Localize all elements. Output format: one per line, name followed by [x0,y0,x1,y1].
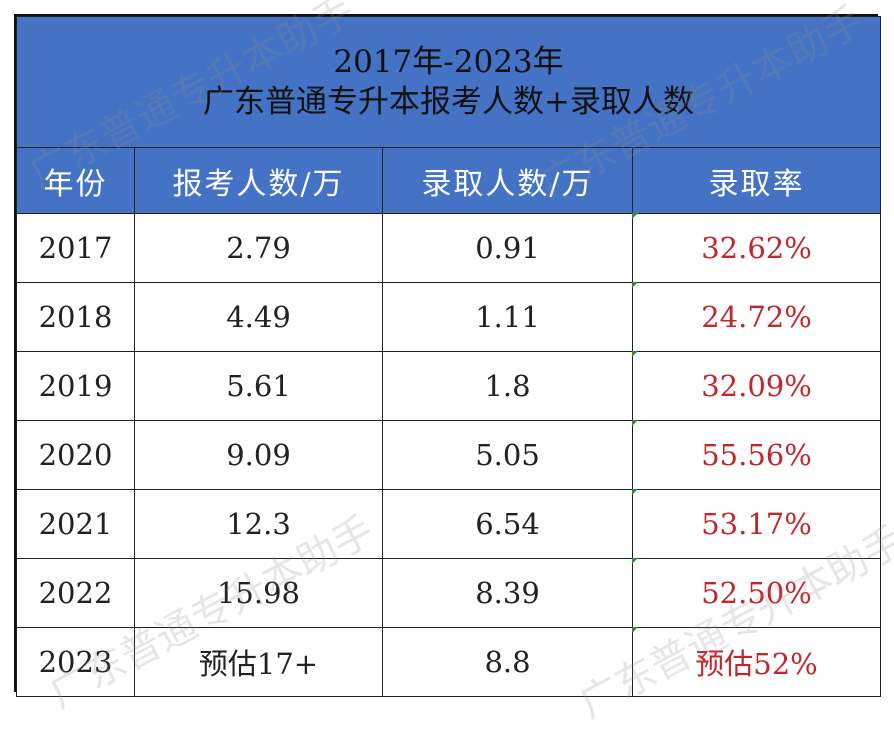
cell-rate: 32.62% [631,213,882,283]
cell-rate: 24.72% [631,282,882,352]
cell-year: 2022 [16,558,135,628]
admission-table-container: 2017年-2023年 广东普通专升本报考人数+录取人数 年份 报考人数/万 录… [14,14,882,697]
table-row: 2019 5.61 1.8 32.09% [16,351,882,421]
cell-admitted: 1.8 [382,351,633,421]
title-line-1: 2017年-2023年 [333,44,564,80]
header-year: 年份 [16,147,135,214]
cell-year: 2023 [16,627,135,697]
header-rate: 录取率 [631,147,882,214]
cell-applicants: 4.49 [134,282,383,352]
cell-rate: 32.09% [631,351,882,421]
cell-applicants: 预估17+ [134,627,383,697]
table-header-row: 年份 报考人数/万 录取人数/万 录取率 [16,147,882,214]
table-row: 2018 4.49 1.11 24.72% [16,282,882,352]
table-row: 2022 15.98 8.39 52.50% [16,558,882,628]
cell-rate: 53.17% [631,489,882,559]
admission-table: 2017年-2023年 广东普通专升本报考人数+录取人数 年份 报考人数/万 录… [15,16,882,697]
cell-applicants: 12.3 [134,489,383,559]
table-row: 2023 预估17+ 8.8 预估52% [16,627,882,697]
cell-year: 2021 [16,489,135,559]
cell-admitted: 8.8 [382,627,633,697]
cell-admitted: 8.39 [382,558,633,628]
title-line-2: 广东普通专升本报考人数+录取人数 [203,84,695,120]
header-admitted: 录取人数/万 [382,147,633,214]
cell-rate: 预估52% [631,627,882,697]
cell-rate: 55.56% [631,420,882,490]
cell-year: 2019 [16,351,135,421]
cell-admitted: 5.05 [382,420,633,490]
cell-applicants: 9.09 [134,420,383,490]
cell-year: 2020 [16,420,135,490]
cell-applicants: 5.61 [134,351,383,421]
cell-year: 2017 [16,213,135,283]
cell-admitted: 0.91 [382,213,633,283]
cell-applicants: 15.98 [134,558,383,628]
cell-rate: 52.50% [631,558,882,628]
cell-admitted: 6.54 [382,489,633,559]
table-row: 2021 12.3 6.54 53.17% [16,489,882,559]
table-title: 2017年-2023年 广东普通专升本报考人数+录取人数 [15,16,882,148]
cell-applicants: 2.79 [134,213,383,283]
cell-admitted: 1.11 [382,282,633,352]
table-row: 2017 2.79 0.91 32.62% [16,213,882,283]
table-title-row: 2017年-2023年 广东普通专升本报考人数+录取人数 [15,16,882,148]
table-row: 2020 9.09 5.05 55.56% [16,420,882,490]
header-applicants: 报考人数/万 [134,147,383,214]
cell-year: 2018 [16,282,135,352]
